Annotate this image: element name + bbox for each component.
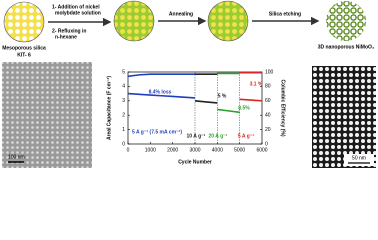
- series-line: [127, 92, 196, 99]
- annotation: 8.4% loss: [149, 89, 172, 95]
- end-label: 3D nanoporous NiMoO₄: [318, 44, 375, 50]
- y-tick-label: 5: [122, 69, 125, 75]
- series-line: [127, 73, 195, 78]
- annotation: 5 A g⁻¹ (7.5 mA cm⁻²): [132, 129, 182, 135]
- start-label: Mesoporous silica: [2, 45, 46, 51]
- loaded-sphere: [113, 0, 155, 42]
- nimoo4-sphere: [326, 1, 366, 41]
- y-tick-label: 2: [122, 113, 125, 119]
- series-line: [217, 108, 240, 114]
- silica-sphere: [3, 1, 45, 43]
- x-tick-label: 0: [127, 147, 130, 153]
- y2-tick-label: 80: [265, 84, 271, 90]
- step-label: Silica etching: [269, 11, 301, 17]
- y2-tick-label: 40: [265, 113, 271, 119]
- x-tick-label: 4000: [212, 147, 223, 153]
- y2-tick-label: 0: [265, 141, 268, 147]
- start-label: KIT- 6: [17, 52, 31, 58]
- x-tick-label: 6000: [256, 147, 267, 153]
- step-label: molybdate solution: [55, 10, 101, 16]
- y-axis-label: Areal Capacitance (F cm⁻²): [106, 76, 112, 140]
- series-line: [194, 100, 218, 104]
- x-tick-label: 3000: [189, 147, 200, 153]
- y2-tick-label: 100: [265, 69, 274, 75]
- y2-tick-label: 60: [265, 98, 271, 104]
- annotation: 3.1 %: [250, 81, 263, 87]
- annotation: 10 A g⁻¹: [187, 133, 206, 139]
- step-label: Annealing: [169, 11, 193, 17]
- x-tick-label: 1000: [145, 147, 156, 153]
- annotation: 20 A g⁻¹: [209, 133, 228, 139]
- y-tick-label: 1: [122, 127, 125, 133]
- y-tick-label: 3: [122, 98, 125, 104]
- y2-tick-label: 20: [265, 127, 271, 133]
- x-tick-label: 5000: [234, 147, 245, 153]
- annotation: 5 %: [218, 93, 227, 99]
- y-tick-label: 4: [122, 84, 125, 90]
- tem-image: [312, 66, 376, 168]
- step-label: n-hexane: [55, 34, 77, 40]
- tem-image: [2, 62, 92, 168]
- series-line: [239, 98, 263, 102]
- y-tick-label: 0: [122, 141, 125, 147]
- annotation: 5 A g⁻¹: [238, 133, 254, 139]
- step-label: 1- Addition of nickel: [52, 4, 100, 10]
- figure: 1- Addition of nickel molybdate solution…: [2, 0, 376, 168]
- x-axis-label: Cycle Number: [178, 159, 212, 165]
- scale-label: 50 nm: [352, 155, 366, 161]
- page: 1- Addition of nickel molybdate solution…: [0, 0, 378, 170]
- annealed-sphere: [207, 0, 249, 42]
- y2-axis-label: Columbic Efficiency (%): [280, 80, 286, 137]
- annotation: 8.5%: [238, 105, 250, 111]
- x-tick-label: 2000: [167, 147, 178, 153]
- step-label: 2- Refluxing in: [52, 28, 86, 34]
- scale-label: 100 nm: [8, 154, 25, 160]
